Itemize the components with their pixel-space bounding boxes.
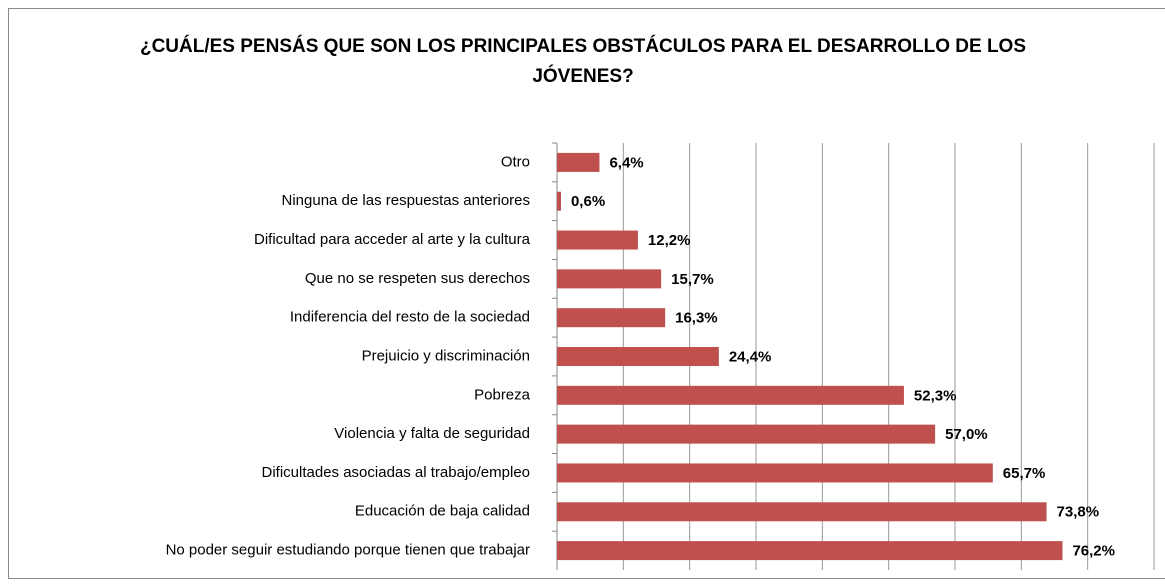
bar [557, 269, 662, 289]
data-label: 6,4% [609, 154, 643, 171]
bar [557, 230, 638, 250]
y-tick-label: Ninguna de las respuestas anteriores [282, 192, 530, 209]
y-tick-label: Educación de baja calidad [355, 503, 530, 520]
bar [557, 308, 666, 328]
y-tick-label: Dificultades asociadas al trabajo/empleo [262, 464, 530, 481]
y-tick-label: No poder seguir estudiando porque tienen… [166, 542, 530, 559]
y-tick-label: Dificultad para acceder al arte y la cul… [254, 231, 531, 248]
data-label: 0,6% [571, 193, 605, 210]
y-tick-label: Otro [501, 153, 530, 170]
data-label: 73,8% [1057, 504, 1100, 521]
chart-border [8, 8, 1165, 579]
y-tick-label: Violencia y falta de seguridad [334, 425, 530, 442]
bar [557, 424, 936, 444]
bar [557, 541, 1063, 561]
y-tick-label: Indiferencia del resto de la sociedad [290, 309, 530, 326]
y-tick-label: Que no se respeten sus derechos [305, 270, 530, 287]
bar [557, 502, 1047, 522]
bar [557, 385, 904, 405]
y-tick-label: Pobreza [474, 386, 531, 403]
y-tick-label: Prejuicio y discriminación [362, 347, 530, 364]
chart-title: ¿CUÁL/ES PENSÁS QUE SON LOS PRINCIPALES … [139, 36, 1027, 87]
data-label: 65,7% [1003, 465, 1046, 482]
data-label: 24,4% [729, 348, 772, 365]
data-label: 15,7% [671, 271, 714, 288]
data-label: 57,0% [945, 426, 988, 443]
bar [557, 463, 993, 483]
data-label: 76,2% [1072, 543, 1115, 560]
bar [557, 347, 719, 366]
data-label: 52,3% [914, 387, 957, 404]
data-label: 16,3% [675, 310, 718, 327]
data-label: 12,2% [648, 232, 691, 249]
bar [557, 191, 561, 211]
bar [557, 152, 600, 172]
